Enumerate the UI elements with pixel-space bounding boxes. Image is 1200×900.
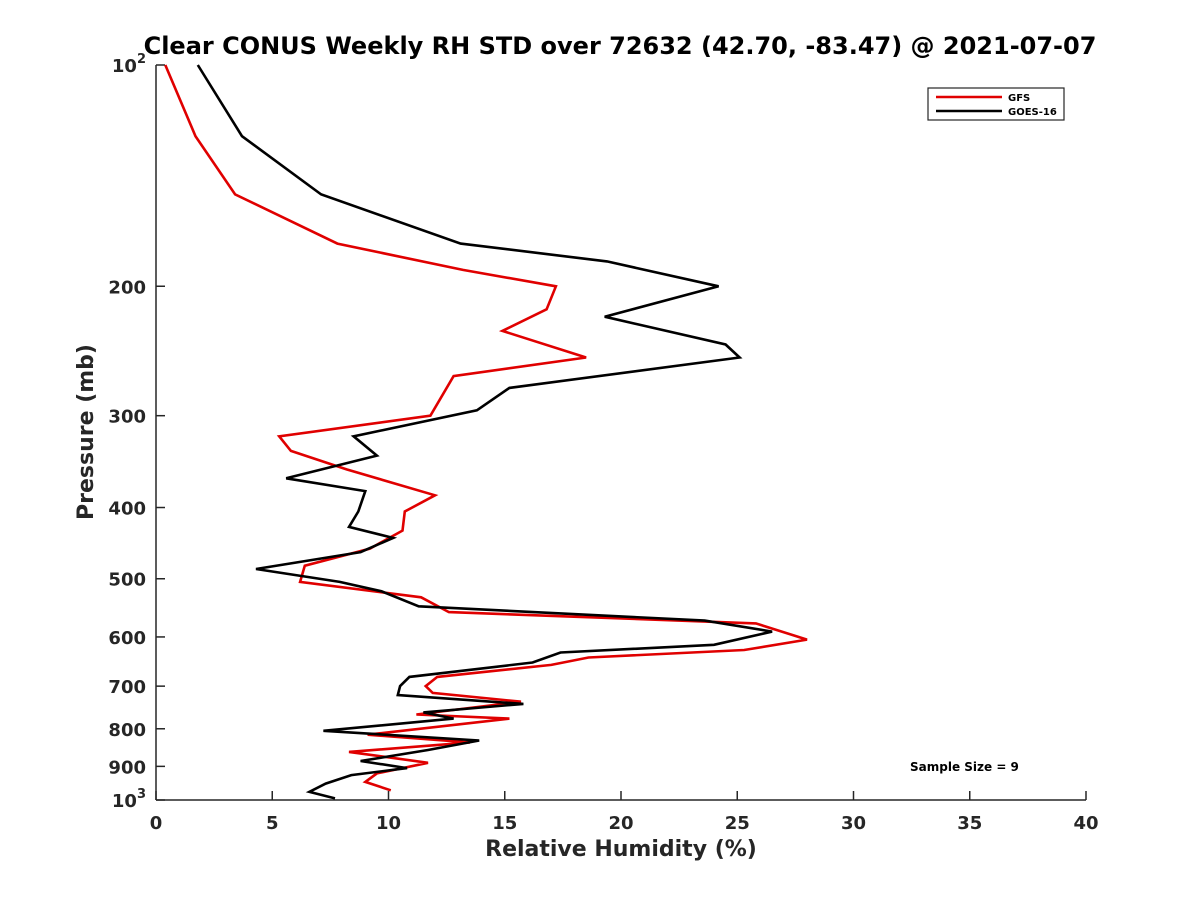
- y-tick-label-base: 10: [112, 56, 137, 77]
- y-tick-label-base: 800: [108, 720, 146, 741]
- y-tick-label: 200: [108, 277, 146, 298]
- y-tick-label-base: 400: [108, 499, 146, 520]
- x-tick-label: 20: [608, 813, 633, 834]
- series-line-gfs: [164, 64, 808, 792]
- y-tick-label: 800: [108, 720, 146, 741]
- x-axis-label: Relative Humidity (%): [485, 837, 757, 862]
- y-tick-label-base: 10: [112, 791, 137, 812]
- x-tick-label: 0: [150, 813, 163, 834]
- y-tick-label-base: 300: [108, 407, 146, 428]
- y-tick-label: 102: [112, 52, 146, 77]
- x-tick-label: 25: [725, 813, 750, 834]
- x-tick-label: 10: [376, 813, 401, 834]
- legend-label-gfs: GFS: [1008, 93, 1030, 104]
- legend-box: [927, 87, 1065, 121]
- y-tick-label: 500: [108, 570, 146, 591]
- y-tick-label-base: 700: [108, 677, 146, 698]
- y-tick-label-exponent: 2: [137, 52, 146, 67]
- y-tick-label-base: 900: [108, 757, 146, 778]
- sample-size-annotation: Sample Size = 9: [910, 760, 1019, 774]
- y-tick-label: 103: [112, 787, 146, 812]
- legend: GFS GOES-16: [927, 87, 1065, 121]
- x-tick-label: 35: [957, 813, 982, 834]
- x-tick-label: 15: [492, 813, 517, 834]
- y-tick-label: 700: [108, 677, 146, 698]
- x-tick-label: 5: [266, 813, 279, 834]
- y-axis-label: Pressure (mb): [74, 344, 99, 520]
- y-tick-label-base: 500: [108, 570, 146, 591]
- series-line-goes-16: [196, 64, 773, 800]
- x-tick-label: 30: [841, 813, 866, 834]
- chart-title: Clear CONUS Weekly RH STD over 72632 (42…: [144, 32, 1097, 60]
- plot-area: 0 5 10 15 20 25 30 35 40 10220030040050060070080…: [108, 52, 1098, 834]
- x-ticks: 0 5 10 15 20 25 30 35 40: [150, 791, 1099, 834]
- x-tick-label: 40: [1073, 813, 1098, 834]
- series-lines: [164, 64, 808, 800]
- legend-label-goes16: GOES-16: [1008, 107, 1057, 118]
- y-tick-label: 300: [108, 407, 146, 428]
- y-tick-label: 400: [108, 499, 146, 520]
- y-tick-label-base: 200: [108, 277, 146, 298]
- y-tick-label-base: 600: [108, 628, 146, 649]
- y-tick-label-exponent: 3: [137, 787, 146, 802]
- y-tick-label: 600: [108, 628, 146, 649]
- y-tick-label: 900: [108, 757, 146, 778]
